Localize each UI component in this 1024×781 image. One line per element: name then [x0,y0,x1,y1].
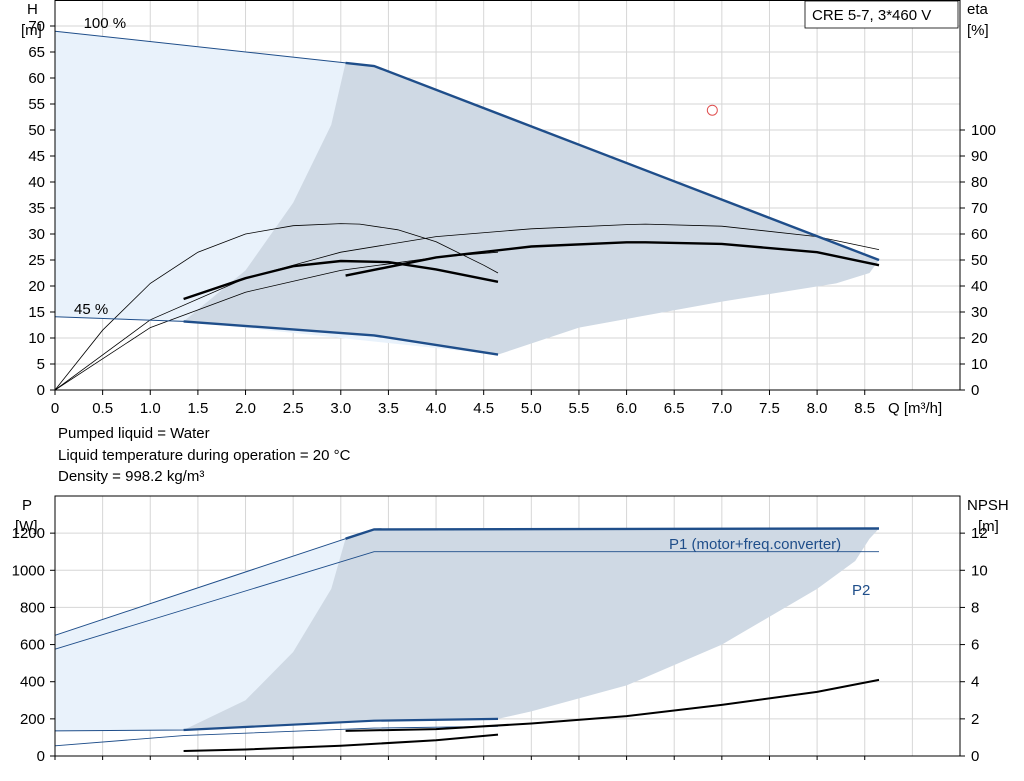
x-tick-label: 6.5 [664,400,685,417]
x-tick-label: 2.5 [283,400,304,417]
eta-axis-label: eta [967,1,989,18]
power-axis-label: P [22,497,32,514]
npsh-tick-label: 10 [971,562,988,579]
x-axis-label: Q [m³/h] [888,400,942,417]
npsh-axis-label: NPSH [967,497,1009,514]
eta-tick-label: 30 [971,304,988,321]
y-tick-label: 800 [20,599,45,616]
x-tick-label: 8.0 [807,400,828,417]
y-tick-label: 10 [28,330,45,347]
eta-tick-label: 90 [971,148,988,165]
eta-tick-label: 40 [971,278,988,295]
title-box: CRE 5-7, 3*460 V [804,0,959,29]
plot-frame [54,0,961,391]
p2-curve [54,551,879,650]
liquid-temperature-label: Liquid temperature during operation = 20… [58,447,351,464]
x-tick-label: 5.5 [569,400,590,417]
eta-tick-label: 50 [971,252,988,269]
npsh-tick-label: 0 [971,748,979,765]
y-tick-label: 45 [28,148,45,165]
x-tick-label: 2.0 [235,400,256,417]
y-axis-unit: [m] [21,22,42,39]
y-tick-label: 40 [28,174,45,191]
x-tick-label: 7.5 [759,400,780,417]
y-tick-label: 15 [28,304,45,321]
npsh-tick-label: 12 [971,525,988,542]
eta-tick-label: 80 [971,174,988,191]
y-tick-label: 400 [20,674,45,691]
y-tick-label: 1200 [12,525,45,542]
power-npsh-chart: 0 200 400 600 800 1000 1200 0 2 4 6 8 10 12 P [W] NPSH [m… [12,495,1009,765]
p2-series-label: P2 [852,582,870,599]
y-tick-label: 20 [28,278,45,295]
power-region-dark [183,528,880,730]
y-tick-label: 25 [28,252,45,269]
p1-min-curve [183,717,499,732]
x-tick-label: 3.0 [330,400,351,417]
operating-region-dark [183,62,880,355]
p1-curve [345,527,880,540]
plot-frame [54,495,961,757]
npsh-tick-label: 4 [971,674,979,691]
duty-point-marker [706,104,718,116]
y-axis-label: H [27,1,38,18]
curve-speed-label: 45 % [74,301,108,318]
x-tick-label: 4.5 [473,400,494,417]
p2-min-curve [54,725,499,747]
power-axis-unit: [W] [15,518,38,535]
npsh-axis-unit: [m] [978,518,999,535]
x-tick-label: 0 [51,400,59,417]
x-tick-label: 4.0 [426,400,447,417]
title-box-frame [804,0,959,29]
y-tick-label: 60 [28,70,45,87]
y-tick-label: 0 [37,382,45,399]
x-tick-label: 8.5 [854,400,875,417]
eta-tick-label: 60 [971,226,988,243]
y-tick-label: 65 [28,44,45,61]
qh-chart: 0 0.5 1.0 1.5 2.0 2.5 3.0 3.5 4.0 4.5 5.0 5.5 6.0 6.5… [21,0,996,417]
y-tick-label: 1000 [12,562,45,579]
pumped-liquid-label: Pumped liquid = Water [58,425,210,442]
y-tick-label: 5 [37,356,45,373]
x-tick-label: 5.0 [521,400,542,417]
npsh-tick-label: 6 [971,637,979,654]
y-tick-label: 55 [28,96,45,113]
efficiency-curve-thin [54,223,499,391]
eta-tick-label: 100 [971,122,996,139]
npsh-tick-label: 8 [971,599,979,616]
qh-curve-100 [345,61,880,262]
efficiency-curve-thin [54,223,880,391]
npsh-tick-label: 2 [971,711,979,728]
y-tick-label: 35 [28,200,45,217]
y-tick-label: 30 [28,226,45,243]
eta-axis-unit: [%] [967,22,989,39]
p1-series-label: P1 (motor+freq.converter) [669,536,841,553]
eta-tick-label: 70 [971,200,988,217]
chart-title: CRE 5-7, 3*460 V [812,7,931,24]
x-tick-label: 3.5 [378,400,399,417]
x-tick-label: 6.0 [616,400,637,417]
npsh-curve [345,678,880,732]
eta-tick-label: 10 [971,356,988,373]
x-tick-label: 7.0 [711,400,732,417]
curve-speed-label: 100 % [84,15,127,32]
density-label: Density = 998.2 kg/m³ [58,468,205,485]
qh-curve-45 [183,320,499,356]
efficiency-curve [183,259,499,301]
x-tick-label: 0.5 [92,400,113,417]
y-tick-label: 200 [20,711,45,728]
efficiency-curve [345,241,880,277]
y-tick-label: 600 [20,637,45,654]
npsh-curve [183,733,499,752]
y-tick-label: 50 [28,122,45,139]
x-tick-label: 1.0 [140,400,161,417]
eta-tick-label: 20 [971,330,988,347]
x-tick-label: 1.5 [187,400,208,417]
y-tick-label: 70 [28,18,45,35]
eta-tick-label: 0 [971,382,979,399]
y-tick-label: 0 [37,748,45,765]
